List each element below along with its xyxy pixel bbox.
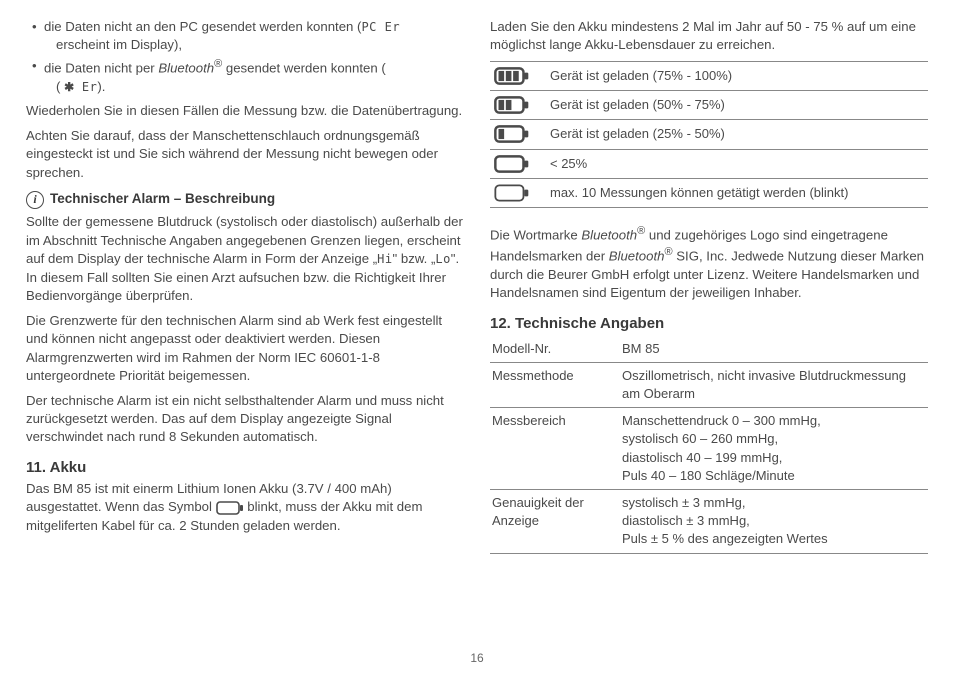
spec-value: Manschettendruck 0 – 300 mmHg, systolisc…	[620, 408, 928, 490]
bullet-item: • die Daten nicht per Bluetooth® gesende…	[32, 57, 464, 96]
section-heading-technical: 12. Technische Angaben	[490, 313, 928, 334]
battery-level-table: Gerät ist geladen (75% - 100%) Gerät ist…	[490, 61, 928, 208]
technical-spec-table: Modell-Nr.BM 85MessmethodeOszillometrisc…	[490, 336, 928, 554]
battery-icon-cell	[490, 91, 546, 120]
right-column: Laden Sie den Akku mindestens 2 Mal im J…	[490, 18, 928, 646]
battery-row: Gerät ist geladen (50% - 75%)	[490, 91, 928, 120]
battery-text-cell: max. 10 Messungen können getätigt werden…	[546, 178, 928, 207]
battery-icon-cell	[490, 178, 546, 207]
paragraph: Die Grenzwerte für den technischen Alarm…	[26, 312, 464, 386]
spec-row: Genauigkeit der Anzeigesystolisch ± 3 mm…	[490, 489, 928, 553]
bullet-text: die Daten nicht an den PC gesendet werde…	[44, 18, 464, 55]
spec-value: systolisch ± 3 mmHg, diastolisch ± 3 mmH…	[620, 489, 928, 553]
paragraph: Der technische Alarm ist ein nicht selbs…	[26, 392, 464, 447]
paragraph: Wiederholen Sie in diesen Fällen die Mes…	[26, 102, 464, 120]
bullet-item: • die Daten nicht an den PC gesendet wer…	[32, 18, 464, 55]
page-number: 16	[26, 650, 928, 667]
spec-label: Modell-Nr.	[490, 336, 620, 363]
lo-code: Lo	[435, 252, 450, 266]
left-column: • die Daten nicht an den PC gesendet wer…	[26, 18, 464, 646]
spec-label: Genauigkeit der Anzeige	[490, 489, 620, 553]
battery-text-cell: Gerät ist geladen (75% - 100%)	[546, 61, 928, 90]
battery-text-cell: < 25%	[546, 149, 928, 178]
section-heading-akku: 11. Akku	[26, 457, 464, 478]
paragraph: Laden Sie den Akku mindestens 2 Mal im J…	[490, 18, 928, 55]
bullet-marker: •	[32, 57, 44, 96]
spec-label: Messbereich	[490, 408, 620, 490]
bluetooth-icon: ✱	[64, 79, 74, 96]
battery-icon-cell	[490, 61, 546, 90]
bullet-continuation: ( ✱ Er).	[56, 78, 464, 96]
pc-er-code: PC Er	[361, 20, 400, 34]
trademark-paragraph: Die Wortmarke Bluetooth® und zugehöriges…	[490, 224, 928, 303]
battery-row: max. 10 Messungen können getätigt werden…	[490, 178, 928, 207]
error-bullets: • die Daten nicht an den PC gesendet wer…	[32, 18, 464, 96]
battery-empty-outline-icon	[216, 501, 244, 515]
spec-row: Modell-Nr.BM 85	[490, 336, 928, 363]
spec-row: MessmethodeOszillometrisch, nicht invasi…	[490, 362, 928, 407]
battery-row: Gerät ist geladen (25% - 50%)	[490, 120, 928, 149]
spec-value: Oszillometrisch, nicht invasive Blutdruc…	[620, 362, 928, 407]
battery-row: Gerät ist geladen (75% - 100%)	[490, 61, 928, 90]
bluetooth-word: Bluetooth	[609, 248, 665, 263]
paragraph: Das BM 85 ist mit einerm Lithium Ionen A…	[26, 480, 464, 535]
info-icon: i	[26, 191, 44, 209]
spec-label: Messmethode	[490, 362, 620, 407]
battery-icon-cell	[490, 149, 546, 178]
bluetooth-word: Bluetooth	[581, 227, 637, 242]
paragraph: Achten Sie darauf, dass der Manschettens…	[26, 127, 464, 182]
alarm-heading: i Technischer Alarm – Beschreibung	[26, 190, 464, 209]
bluetooth-word: Bluetooth	[158, 60, 214, 75]
bullet-continuation: erscheint im Display),	[56, 36, 464, 54]
hi-code: Hi	[377, 252, 392, 266]
paragraph: Sollte der gemessene Blutdruck (systolis…	[26, 213, 464, 305]
battery-text-cell: Gerät ist geladen (50% - 75%)	[546, 91, 928, 120]
battery-icon-cell	[490, 120, 546, 149]
bullet-marker: •	[32, 18, 44, 55]
bullet-text: die Daten nicht per Bluetooth® gesendet …	[44, 57, 464, 96]
battery-row: < 25%	[490, 149, 928, 178]
spec-value: BM 85	[620, 336, 928, 363]
battery-text-cell: Gerät ist geladen (25% - 50%)	[546, 120, 928, 149]
spec-row: MessbereichManschettendruck 0 – 300 mmHg…	[490, 408, 928, 490]
bt-er-code: Er	[74, 80, 97, 94]
